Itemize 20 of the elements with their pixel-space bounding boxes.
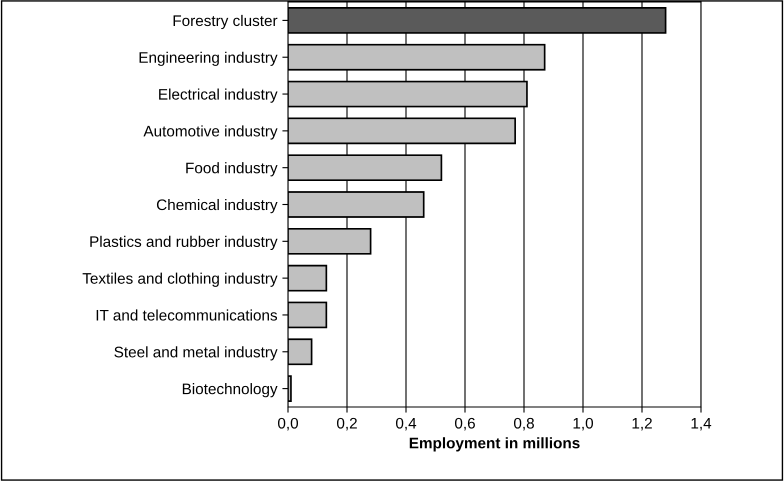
y-tick-label: Biotechnology	[182, 383, 278, 398]
y-tick-label: Forestry cluster	[174, 14, 278, 30]
x-tick-label: 1,2	[632, 418, 652, 430]
y-tick-label: Steel and metal industry	[114, 346, 278, 360]
x-tick-label: 0,4	[396, 418, 416, 430]
y-tick-label: Food industry	[186, 162, 278, 176]
x-axis-title: Employment in millions	[410, 437, 580, 452]
x-tick-label: 1,4	[692, 418, 712, 430]
y-tick-label: Plastics and rubber industry	[90, 236, 278, 250]
x-tick-label: 0,6	[454, 418, 475, 430]
x-tick-label: 0,8	[514, 418, 534, 430]
y-tick-label: Automotive industry	[143, 125, 278, 140]
y-tick-label: Engineering industry	[140, 52, 278, 66]
x-tick-label: 0,0	[278, 418, 298, 430]
y-tick-label: Textiles and clothing industry	[82, 272, 278, 287]
x-tick-label: 1,0	[574, 418, 594, 430]
y-tick-label: IT and telecommunications	[96, 309, 278, 321]
x-tick-label: 0,2	[336, 418, 357, 430]
y-tick-label: Electrical industry	[159, 88, 278, 103]
y-tick-label: Chemical industry	[156, 198, 278, 214]
